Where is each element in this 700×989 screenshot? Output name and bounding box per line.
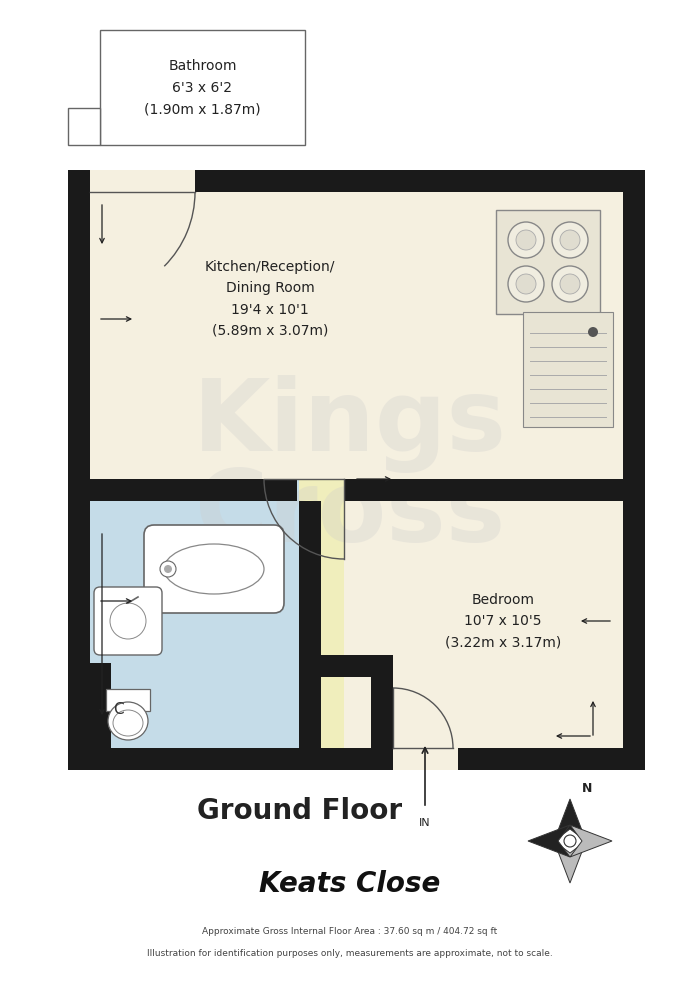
Circle shape: [164, 565, 172, 573]
Bar: [496, 210, 600, 314]
Circle shape: [588, 327, 598, 337]
Text: Kitchen/Reception/
Dining Room
19'4 x 10'1
(5.89m x 3.07m): Kitchen/Reception/ Dining Room 19'4 x 10…: [205, 260, 335, 337]
Bar: [175, 748, 285, 770]
Text: Kings
Cross: Kings Cross: [193, 375, 507, 563]
Circle shape: [552, 222, 588, 258]
Circle shape: [508, 222, 544, 258]
Bar: [90, 192, 623, 479]
Bar: [90, 479, 299, 748]
Circle shape: [160, 561, 176, 577]
Bar: [90, 479, 297, 501]
Bar: [299, 479, 344, 748]
Bar: [90, 663, 111, 770]
Text: Keats Close: Keats Close: [259, 870, 441, 898]
Text: IN: IN: [419, 818, 430, 828]
Bar: [90, 479, 299, 501]
Bar: [344, 501, 623, 748]
Text: N: N: [582, 782, 592, 795]
Ellipse shape: [108, 702, 148, 740]
Bar: [100, 30, 305, 145]
Circle shape: [516, 274, 536, 294]
Circle shape: [516, 230, 536, 250]
Bar: [106, 689, 150, 711]
Text: Bedroom
10'7 x 10'5
(3.22m x 3.17m): Bedroom 10'7 x 10'5 (3.22m x 3.17m): [445, 592, 561, 649]
Bar: [344, 479, 623, 501]
FancyBboxPatch shape: [94, 587, 162, 655]
Polygon shape: [554, 841, 586, 883]
Text: Approximate Gross Internal Floor Area : 37.60 sq m / 404.72 sq ft: Approximate Gross Internal Floor Area : …: [202, 927, 498, 936]
Text: Illustration for identification purposes only, measurements are approximate, not: Illustration for identification purposes…: [147, 949, 553, 958]
Bar: [90, 170, 195, 192]
Circle shape: [560, 274, 580, 294]
Bar: [393, 748, 458, 770]
Bar: [299, 501, 321, 748]
Bar: [68, 170, 90, 770]
Bar: [68, 170, 645, 192]
Bar: [68, 748, 645, 770]
Text: C: C: [113, 702, 123, 717]
Bar: [623, 170, 645, 770]
FancyBboxPatch shape: [144, 525, 284, 613]
Circle shape: [560, 230, 580, 250]
Bar: [68, 108, 100, 145]
Polygon shape: [554, 799, 586, 841]
Bar: [299, 655, 389, 677]
Text: Bathroom
6'3 x 6'2
(1.90m x 1.87m): Bathroom 6'3 x 6'2 (1.90m x 1.87m): [144, 58, 261, 116]
Circle shape: [564, 835, 576, 847]
Circle shape: [508, 266, 544, 302]
Bar: [371, 655, 393, 770]
Text: Ground Floor: Ground Floor: [197, 797, 402, 825]
Bar: [523, 312, 613, 427]
Circle shape: [552, 266, 588, 302]
Polygon shape: [528, 825, 570, 857]
Polygon shape: [570, 825, 612, 857]
